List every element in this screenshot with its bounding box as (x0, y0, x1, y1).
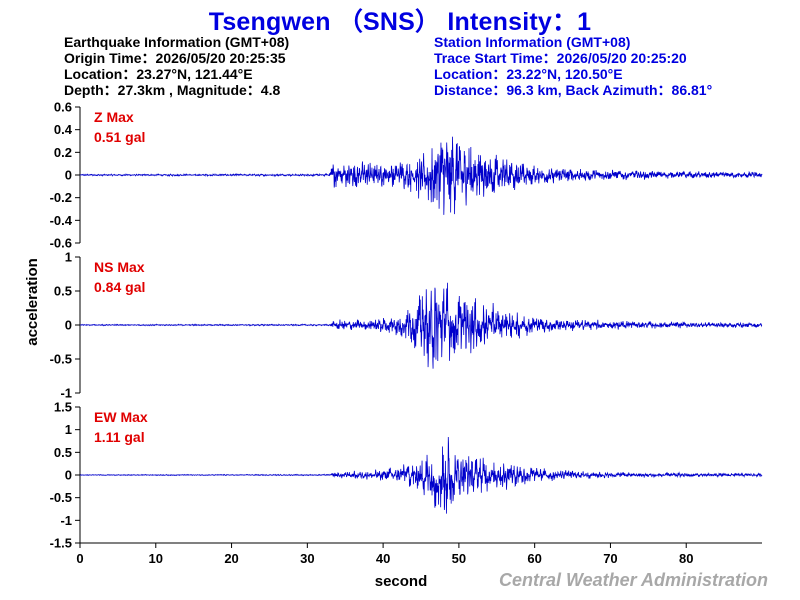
max-label-ns: NS Max (94, 259, 145, 275)
y-tick-label: 1.5 (54, 400, 72, 415)
y-tick-label: -0.5 (50, 490, 72, 505)
y-tick-label: 0.6 (54, 100, 72, 115)
max-value-ns: 0.84 gal (94, 279, 145, 295)
station-info-heading: Station Information (GMT+08) (434, 34, 631, 50)
max-label-z: Z Max (94, 109, 134, 125)
earthquake-info-heading: Earthquake Information (GMT+08) (64, 34, 290, 50)
y-tick-label: 0.4 (54, 122, 73, 137)
max-label-ew: EW Max (94, 409, 148, 425)
station-location: Location：23.22°N, 120.50°E (434, 66, 623, 82)
x-tick-label: 0 (76, 551, 83, 566)
y-tick-label: 0 (65, 168, 72, 183)
epicenter-location: Location：23.27°N, 121.44°E (64, 66, 253, 82)
y-tick-label: 0 (65, 468, 72, 483)
y-tick-label: 0 (65, 318, 72, 333)
max-value-ew: 1.11 gal (94, 429, 145, 445)
credit-label: Central Weather Administration (499, 570, 768, 590)
y-tick-label: 1 (65, 422, 72, 437)
x-tick-label: 80 (679, 551, 693, 566)
origin-time: Origin Time：2026/05/20 20:25:35 (64, 50, 286, 66)
x-tick-label: 50 (452, 551, 466, 566)
y-tick-label: -1 (60, 513, 72, 528)
x-tick-label: 70 (603, 551, 617, 566)
y-tick-label: -0.2 (50, 190, 72, 205)
y-tick-label: -0.4 (50, 213, 73, 228)
waveform-ns (79, 282, 763, 369)
y-tick-label: -1.5 (50, 536, 72, 551)
x-axis-label: second (375, 573, 428, 590)
y-tick-label: 0.5 (54, 445, 72, 460)
depth-magnitude: Depth：27.3km , Magnitude：4.8 (64, 82, 281, 98)
distance-azimuth: Distance：96.3 km, Back Azimuth：86.81° (434, 82, 713, 98)
waveform-ew (79, 437, 763, 514)
x-tick-label: 30 (300, 551, 314, 566)
waveform-z (79, 136, 763, 215)
y-tick-label: 0.2 (54, 145, 72, 160)
station-info: Station Information (GMT+08) Trace Start… (434, 34, 712, 98)
page-title: Tsengwen （SNS） Intensity：1 (208, 8, 592, 36)
y-tick-label: -0.6 (50, 236, 72, 251)
y-tick-label: 1 (65, 250, 72, 265)
x-tick-label: 10 (149, 551, 163, 566)
x-tick-label: 20 (224, 551, 238, 566)
max-value-z: 0.51 gal (94, 129, 145, 145)
earthquake-info: Earthquake Information (GMT+08) Origin T… (64, 34, 289, 98)
trace-start-time: Trace Start Time：2026/05/20 20:25:20 (434, 50, 687, 66)
x-tick-label: 60 (527, 551, 541, 566)
y-axis-label: acceleration (24, 258, 41, 346)
y-tick-label: 0.5 (54, 284, 72, 299)
y-tick-label: -0.5 (50, 352, 72, 367)
x-tick-label: 40 (376, 551, 390, 566)
y-tick-label: -1 (60, 386, 72, 401)
